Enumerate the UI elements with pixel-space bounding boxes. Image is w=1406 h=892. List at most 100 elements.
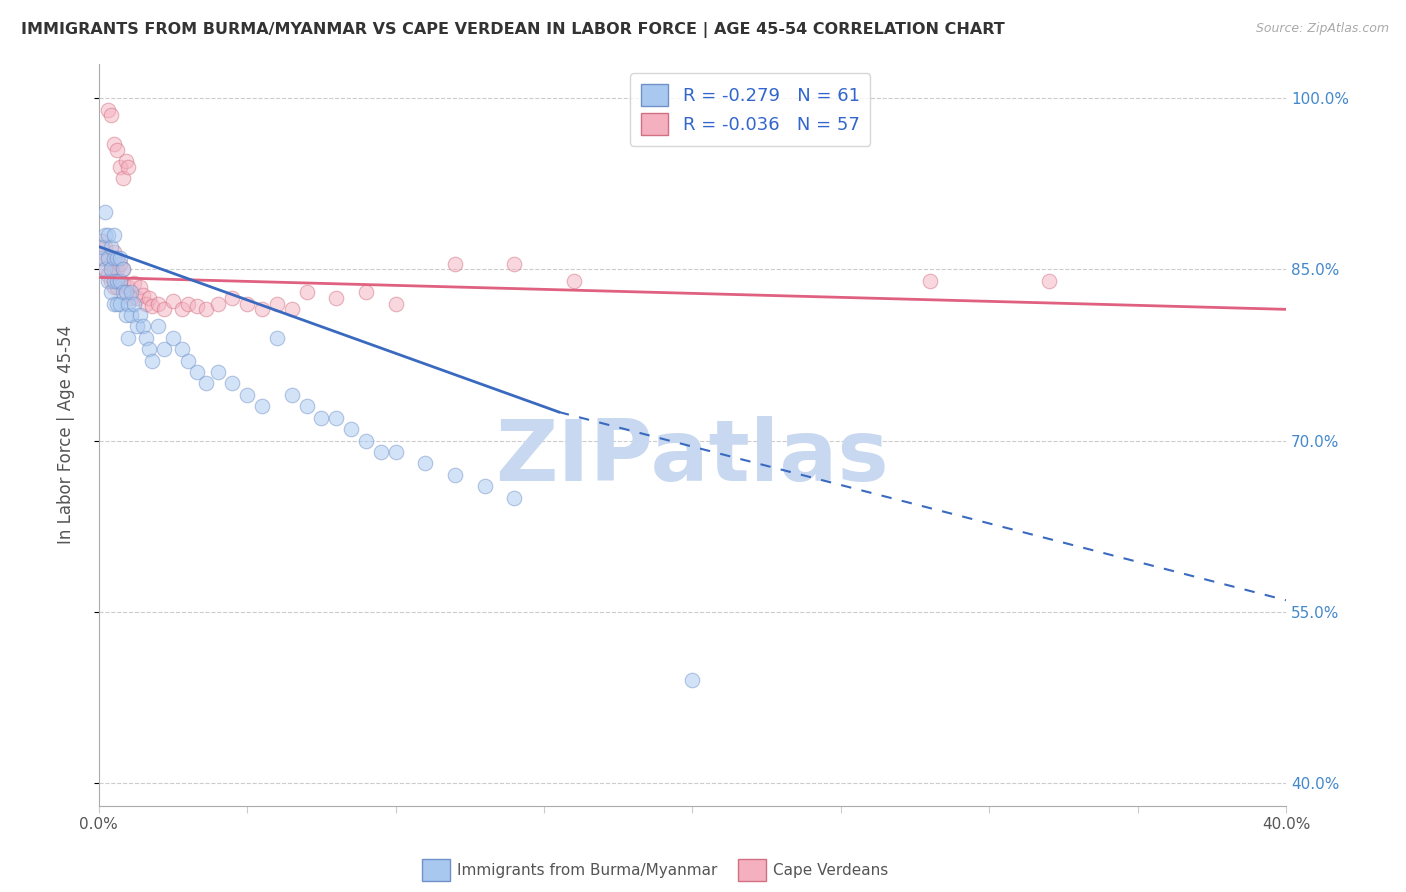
Point — [384, 445, 406, 459]
Point — [100, 239, 122, 253]
Point — [135, 296, 157, 310]
Text: ZIPatlas: ZIPatlas — [495, 416, 889, 499]
Point — [124, 276, 146, 290]
Point — [108, 296, 131, 310]
Point — [153, 343, 176, 357]
Point — [105, 251, 128, 265]
Point — [117, 160, 139, 174]
Point — [97, 228, 120, 243]
Point — [146, 296, 169, 310]
Point — [97, 103, 120, 117]
Point — [384, 296, 406, 310]
Point — [117, 296, 139, 310]
Point — [111, 262, 134, 277]
Point — [444, 257, 467, 271]
Point — [108, 274, 131, 288]
Point — [236, 388, 259, 402]
Point — [370, 445, 392, 459]
Point — [120, 291, 142, 305]
Point — [295, 400, 318, 414]
Point — [90, 234, 112, 248]
Point — [325, 291, 347, 305]
Point — [311, 410, 333, 425]
Point — [177, 353, 200, 368]
Point — [108, 274, 131, 288]
Point — [127, 291, 149, 305]
Point — [221, 291, 243, 305]
Point — [146, 319, 169, 334]
Point — [280, 388, 302, 402]
Point — [503, 257, 526, 271]
Point — [100, 262, 122, 277]
Text: Source: ZipAtlas.com: Source: ZipAtlas.com — [1256, 22, 1389, 36]
Point — [100, 257, 122, 271]
Text: IMMIGRANTS FROM BURMA/MYANMAR VS CAPE VERDEAN IN LABOR FORCE | AGE 45-54 CORRELA: IMMIGRANTS FROM BURMA/MYANMAR VS CAPE VE… — [21, 22, 1005, 38]
Point — [100, 274, 122, 288]
Point — [1038, 274, 1060, 288]
Point — [90, 251, 112, 265]
Point — [503, 491, 526, 505]
Point — [93, 262, 115, 277]
Point — [111, 262, 134, 277]
Point — [124, 296, 146, 310]
Point — [153, 302, 176, 317]
Point — [141, 299, 163, 313]
Point — [105, 262, 128, 277]
Point — [114, 308, 136, 322]
Text: Cape Verdeans: Cape Verdeans — [773, 863, 889, 878]
Point — [138, 291, 160, 305]
Point — [90, 239, 112, 253]
Point — [114, 285, 136, 300]
Point — [562, 274, 585, 288]
Point — [103, 136, 125, 151]
Point — [105, 274, 128, 288]
Point — [236, 296, 259, 310]
Point — [111, 285, 134, 300]
Point — [90, 251, 112, 265]
Point — [103, 245, 125, 260]
Point — [105, 279, 128, 293]
Point — [413, 456, 436, 470]
Point — [103, 262, 125, 277]
Point — [103, 296, 125, 310]
Text: Immigrants from Burma/Myanmar: Immigrants from Burma/Myanmar — [457, 863, 717, 878]
Point — [117, 279, 139, 293]
Point — [129, 308, 152, 322]
Point — [266, 296, 288, 310]
Point — [103, 274, 125, 288]
Point — [918, 274, 941, 288]
Point — [93, 205, 115, 219]
Point — [207, 296, 229, 310]
Point — [100, 108, 122, 122]
Y-axis label: In Labor Force | Age 45-54: In Labor Force | Age 45-54 — [58, 326, 75, 544]
Point — [108, 251, 131, 265]
Point — [93, 228, 115, 243]
Point — [194, 302, 217, 317]
Point — [186, 299, 208, 313]
Point — [114, 154, 136, 169]
Point — [221, 376, 243, 391]
Point — [162, 331, 184, 345]
Point — [117, 331, 139, 345]
Point — [295, 285, 318, 300]
Point — [132, 287, 155, 301]
Point — [354, 285, 377, 300]
Point — [340, 422, 363, 436]
Point — [120, 285, 142, 300]
Point — [93, 262, 115, 277]
Point — [354, 434, 377, 448]
Point — [250, 302, 273, 317]
Point — [162, 294, 184, 309]
Point — [280, 302, 302, 317]
Point — [170, 302, 193, 317]
Legend: R = -0.279   N = 61, R = -0.036   N = 57: R = -0.279 N = 61, R = -0.036 N = 57 — [630, 73, 870, 146]
Point — [138, 343, 160, 357]
Point — [444, 467, 467, 482]
Point — [97, 268, 120, 282]
Point — [111, 171, 134, 186]
Point — [97, 251, 120, 265]
Point — [114, 285, 136, 300]
Point — [194, 376, 217, 391]
Point — [111, 276, 134, 290]
Point — [207, 365, 229, 379]
